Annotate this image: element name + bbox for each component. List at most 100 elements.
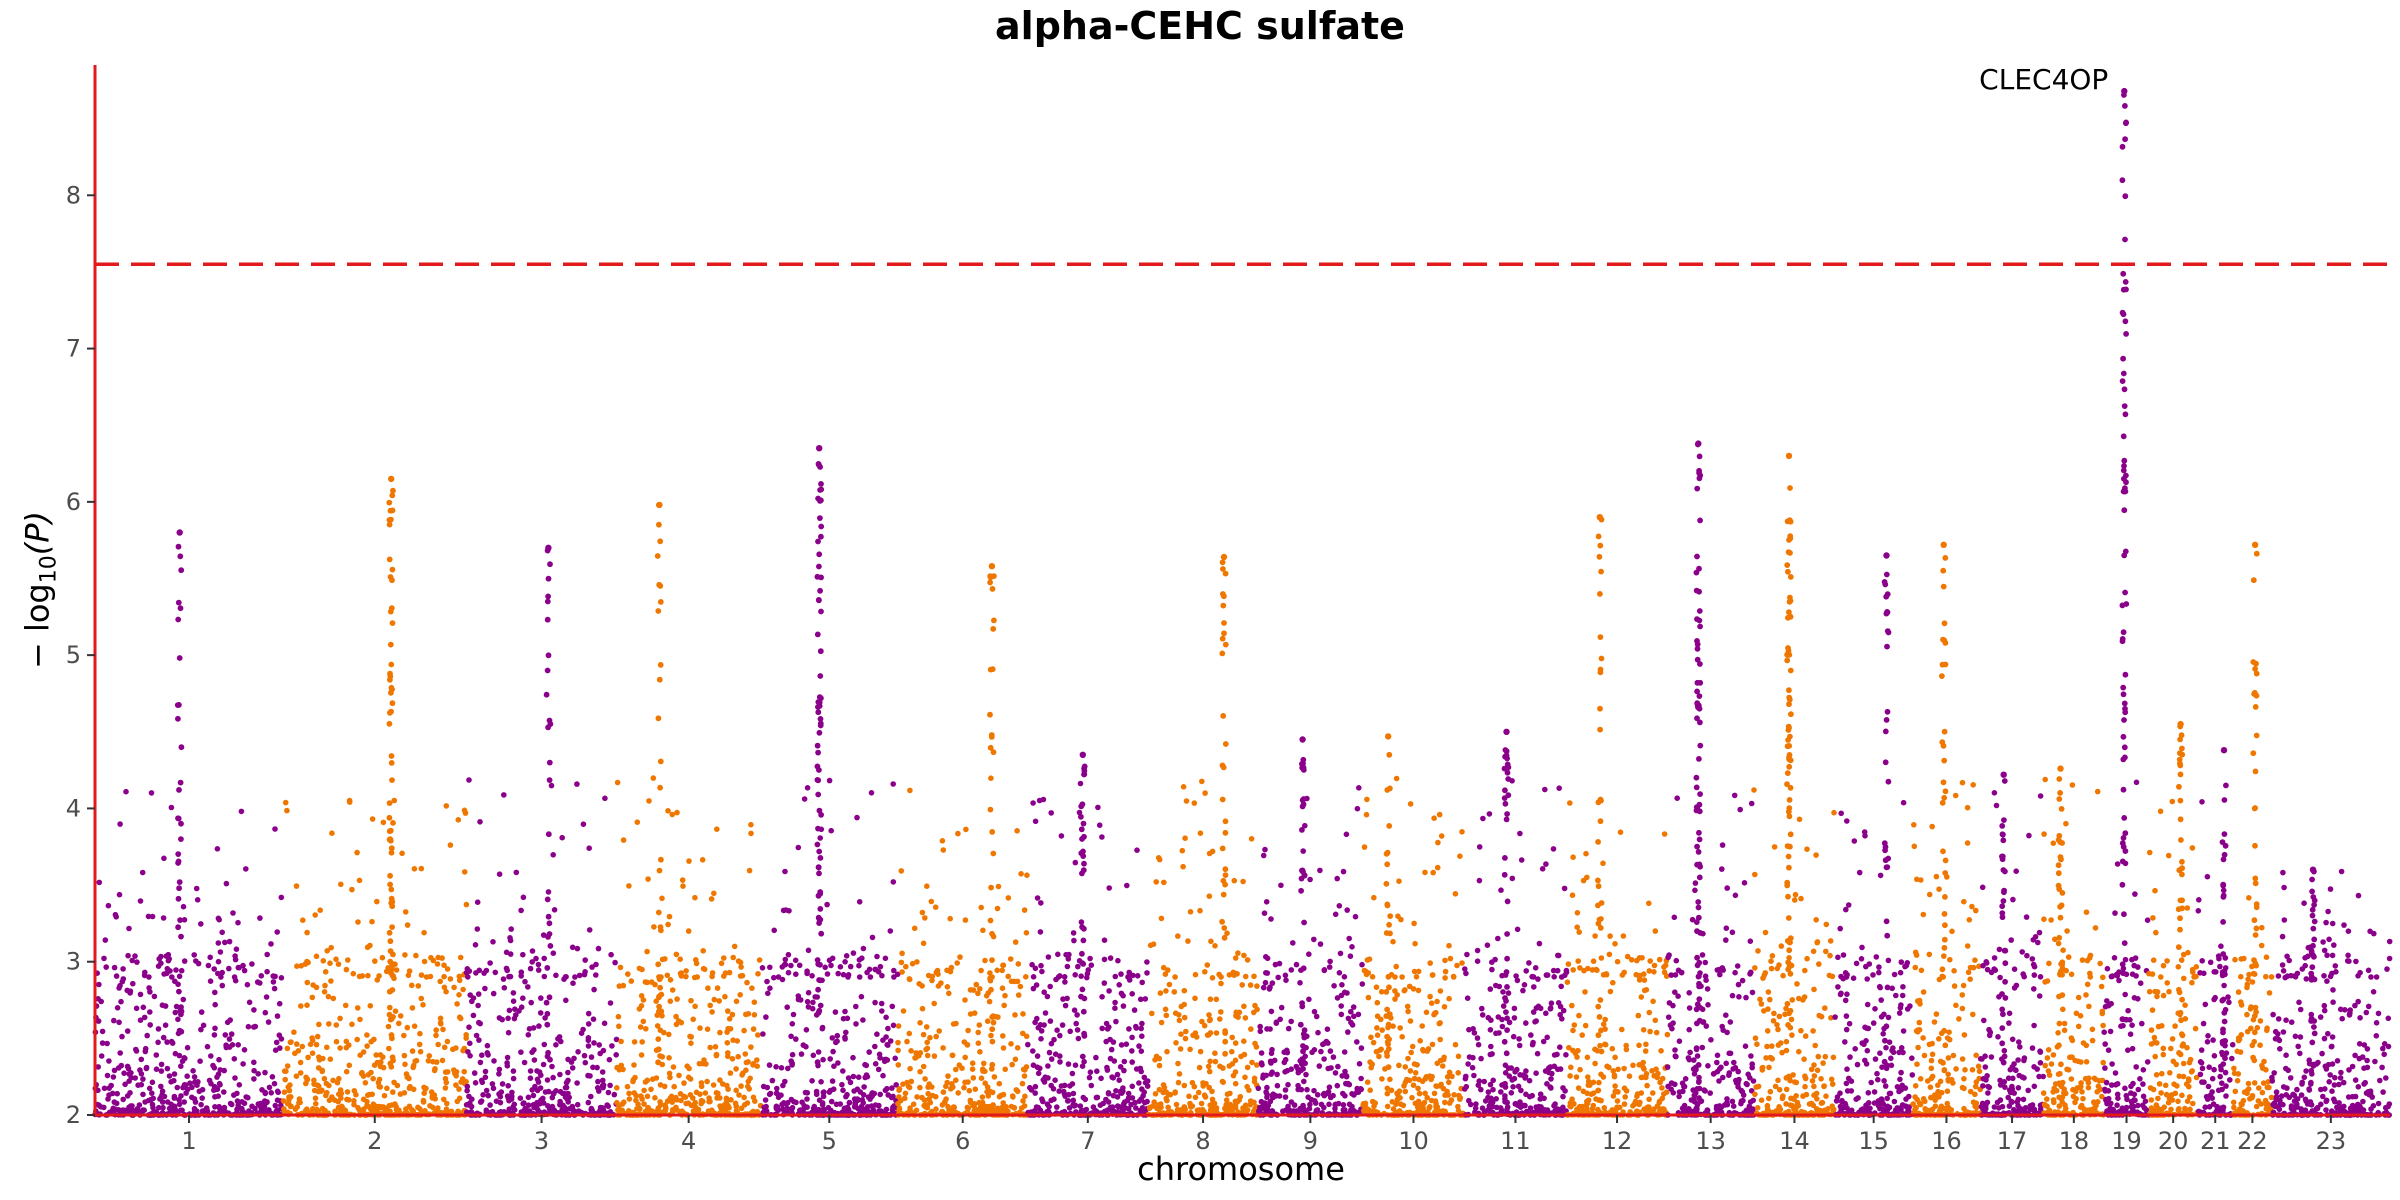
snp-point <box>1464 951 1470 958</box>
snp-point <box>1434 864 1441 871</box>
snp-point <box>476 967 483 974</box>
snp-point <box>482 985 488 992</box>
snp-point <box>211 1032 218 1038</box>
snp-point <box>1222 881 1228 888</box>
snp-point <box>1191 800 1198 806</box>
snp-point <box>525 1108 531 1114</box>
snp-point <box>529 1087 535 1093</box>
snp-point <box>1137 996 1144 1003</box>
snp-point <box>1502 1093 1508 1099</box>
snp-point <box>1636 1042 1642 1049</box>
snp-point <box>990 626 997 632</box>
snp-point <box>1081 1058 1087 1065</box>
snp-point <box>354 1005 361 1011</box>
snp-point <box>148 790 155 796</box>
snp-point <box>828 827 834 834</box>
snp-point <box>330 1077 336 1084</box>
snp-point <box>1314 1108 1320 1115</box>
snp-point <box>1221 630 1227 637</box>
snp-point <box>324 948 331 954</box>
snp-point <box>1093 1054 1099 1061</box>
snp-point <box>1301 1034 1308 1041</box>
chromosome-7-points <box>1025 751 1151 1118</box>
snp-point <box>387 872 393 879</box>
snp-point <box>1331 983 1337 989</box>
snp-point <box>1584 1054 1591 1061</box>
snp-point <box>739 972 746 979</box>
snp-point <box>1496 1030 1502 1036</box>
snp-point <box>1030 1048 1036 1054</box>
snp-point <box>276 1000 283 1007</box>
snp-point <box>633 1097 639 1104</box>
snp-point <box>782 868 788 875</box>
snp-point <box>203 1105 210 1111</box>
snp-point <box>388 661 395 668</box>
snp-point <box>1057 1059 1063 1065</box>
snp-point <box>1612 1054 1618 1061</box>
snp-point <box>178 567 185 574</box>
snp-point <box>1504 1027 1510 1033</box>
snp-point <box>520 894 527 901</box>
snp-point <box>639 966 645 973</box>
snp-point <box>1209 1096 1216 1103</box>
snp-point <box>988 1032 994 1039</box>
snp-point <box>389 987 396 993</box>
snp-point <box>707 1044 713 1051</box>
snp-point <box>973 981 980 988</box>
snp-point <box>257 915 263 921</box>
snp-point <box>824 901 830 908</box>
snp-point <box>1190 1032 1196 1039</box>
snp-point <box>654 1023 661 1029</box>
snp-point <box>1521 982 1528 988</box>
snp-point <box>1344 990 1350 996</box>
snp-point <box>987 975 993 982</box>
snp-point <box>656 867 663 874</box>
snp-point <box>606 1056 613 1063</box>
snp-point <box>644 1077 651 1084</box>
snp-point <box>1487 986 1494 992</box>
snp-point <box>933 1106 939 1112</box>
snp-point <box>1554 1051 1560 1058</box>
snp-point <box>1230 1103 1237 1110</box>
snp-point <box>1302 822 1308 829</box>
snp-point <box>891 967 897 974</box>
snp-point <box>673 1104 679 1111</box>
snp-point <box>1520 1072 1526 1078</box>
snp-point <box>816 729 823 736</box>
snp-point <box>1549 1070 1555 1077</box>
snp-point <box>1577 1066 1583 1073</box>
snp-point <box>697 1091 703 1097</box>
snp-point <box>1575 1085 1582 1091</box>
snp-point <box>1349 944 1355 950</box>
snp-point <box>222 1032 229 1038</box>
snp-point <box>1334 1082 1341 1089</box>
snp-point <box>139 869 146 876</box>
snp-point <box>814 994 820 1000</box>
snp-point <box>1064 963 1071 970</box>
snp-point <box>176 787 182 793</box>
snp-point <box>989 586 996 592</box>
snp-point <box>1338 992 1345 999</box>
snp-point <box>736 1092 742 1098</box>
snp-point <box>1442 975 1448 981</box>
snp-point <box>1301 1027 1308 1034</box>
snp-point <box>1500 1003 1507 1009</box>
snp-point <box>814 1059 821 1066</box>
snp-point <box>1529 1092 1535 1099</box>
snp-point <box>1223 1097 1230 1103</box>
snp-point <box>197 1058 203 1064</box>
snp-point <box>816 551 823 558</box>
snp-point <box>1357 1086 1364 1092</box>
snp-point <box>747 1075 753 1082</box>
snp-point <box>1172 1090 1178 1096</box>
snp-point <box>1643 1041 1649 1048</box>
snp-point <box>907 1108 913 1114</box>
snp-point <box>369 1091 376 1098</box>
snp-point <box>1419 1023 1425 1029</box>
snp-point <box>842 959 848 965</box>
snp-point <box>899 950 905 957</box>
snp-point <box>371 1062 378 1068</box>
snp-point <box>1464 995 1471 1001</box>
snp-point <box>280 1098 287 1104</box>
snp-point <box>947 915 953 922</box>
